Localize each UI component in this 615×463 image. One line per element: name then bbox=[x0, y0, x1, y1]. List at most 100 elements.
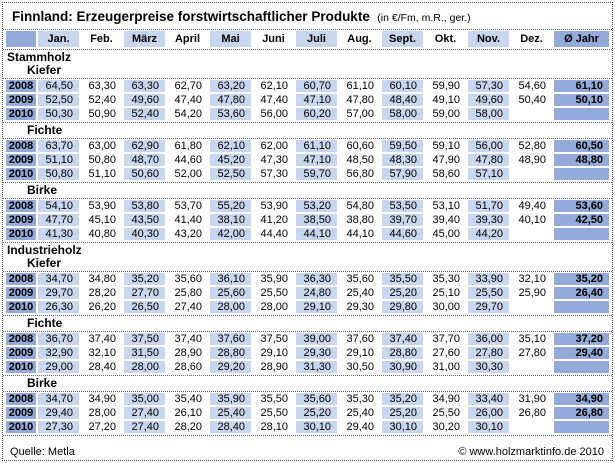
species-label-kiefer: Kiefer bbox=[27, 256, 62, 270]
value-cell: 31,00 bbox=[432, 361, 460, 373]
avg-cell bbox=[554, 108, 609, 120]
value-cell bbox=[511, 228, 552, 240]
year-cell: 2009 bbox=[6, 214, 36, 226]
header-cell-month: April bbox=[174, 33, 201, 45]
value-cell: 28,80 bbox=[382, 347, 423, 359]
dotted-divider bbox=[3, 331, 612, 332]
value-cell: 28,60 bbox=[174, 361, 202, 373]
value-cell: 25,50 bbox=[468, 287, 509, 299]
value-cell: 50,80 bbox=[88, 154, 116, 166]
dotted-divider bbox=[3, 375, 612, 376]
value-cell: 57,10 bbox=[468, 168, 509, 180]
value-cell bbox=[511, 108, 552, 120]
value-cell: 45,00 bbox=[432, 228, 460, 240]
value-cell: 28,90 bbox=[174, 347, 202, 359]
value-cell bbox=[511, 301, 552, 313]
value-cell: 58,00 bbox=[382, 108, 423, 120]
value-cell: 53,80 bbox=[124, 200, 165, 212]
dotted-divider bbox=[3, 198, 612, 199]
value-cell: 43,20 bbox=[174, 228, 202, 240]
value-cell: 54,20 bbox=[174, 108, 202, 120]
value-cell: 52,80 bbox=[518, 140, 546, 152]
dotted-divider bbox=[3, 29, 612, 30]
value-cell: 32,10 bbox=[88, 347, 116, 359]
dotted-divider bbox=[3, 242, 612, 243]
year-cell: 2008 bbox=[6, 273, 36, 285]
value-cell: 47,30 bbox=[260, 154, 288, 166]
header-cell-month: Sept. bbox=[382, 31, 423, 47]
value-cell: 27,30 bbox=[38, 421, 79, 433]
value-cell: 53,60 bbox=[210, 108, 251, 120]
species-label-birke: Birke bbox=[27, 376, 58, 390]
value-cell: 36,00 bbox=[468, 333, 509, 345]
value-cell: 48,50 bbox=[346, 154, 374, 166]
value-cell: 63,30 bbox=[124, 80, 165, 92]
value-cell: 48,70 bbox=[124, 154, 165, 166]
value-cell: 64,50 bbox=[38, 80, 79, 92]
value-cell: 30,00 bbox=[432, 301, 460, 313]
header-cell-month: Juli bbox=[296, 31, 337, 47]
value-cell: 29,40 bbox=[346, 421, 374, 433]
value-cell: 47,40 bbox=[174, 94, 202, 106]
value-cell: 28,40 bbox=[88, 361, 116, 373]
year-cell: 2008 bbox=[6, 200, 36, 212]
table-row: 2010 26,30 26,20 26,50 27,40 28,00 28,00 29,10 2… bbox=[3, 301, 612, 313]
value-cell: 63,30 bbox=[88, 80, 116, 92]
year-cell: 2010 bbox=[6, 421, 36, 433]
value-cell: 35,60 bbox=[296, 393, 337, 405]
value-cell: 30,90 bbox=[382, 361, 423, 373]
value-cell: 61,10 bbox=[296, 140, 337, 152]
year-cell: 2009 bbox=[6, 287, 36, 299]
value-cell: 36,70 bbox=[38, 333, 79, 345]
value-cell: 44,60 bbox=[382, 228, 423, 240]
value-cell: 38,50 bbox=[296, 214, 337, 226]
value-cell: 41,30 bbox=[38, 228, 79, 240]
value-cell: 35,50 bbox=[260, 393, 288, 405]
value-cell: 25,20 bbox=[382, 287, 423, 299]
dotted-divider bbox=[3, 315, 612, 316]
value-cell: 37,50 bbox=[124, 333, 165, 345]
value-cell: 48,30 bbox=[382, 154, 423, 166]
value-cell: 49,40 bbox=[518, 200, 546, 212]
table-row: 2009 47,70 45,10 43,50 41,40 38,10 41,20 38,50 3… bbox=[3, 214, 612, 226]
value-cell: 30,10 bbox=[468, 421, 509, 433]
value-cell: 57,90 bbox=[382, 168, 423, 180]
value-cell: 50,80 bbox=[38, 168, 79, 180]
value-cell bbox=[511, 361, 552, 373]
avg-cell bbox=[554, 168, 609, 180]
value-cell: 50,90 bbox=[88, 108, 116, 120]
value-cell: 27,40 bbox=[124, 407, 165, 419]
value-cell: 47,10 bbox=[296, 154, 337, 166]
value-cell: 29,30 bbox=[346, 301, 374, 313]
value-cell: 47,40 bbox=[260, 94, 288, 106]
value-cell: 61,10 bbox=[346, 80, 374, 92]
value-cell: 35,30 bbox=[432, 273, 460, 285]
table-row: 2009 29,70 28,20 27,70 25,80 25,60 25,50 24,80 2… bbox=[3, 287, 612, 299]
table-footer: Quelle: Metla © www.holzmarktinfo.de 201… bbox=[3, 444, 612, 460]
value-cell: 47,10 bbox=[296, 94, 337, 106]
value-cell: 39,30 bbox=[468, 214, 509, 226]
value-cell: 62,10 bbox=[260, 80, 288, 92]
value-cell: 55,20 bbox=[210, 200, 251, 212]
value-cell: 34,70 bbox=[38, 393, 79, 405]
header-cell-month: Dez. bbox=[520, 33, 543, 45]
value-cell: 63,20 bbox=[210, 80, 251, 92]
value-cell: 28,00 bbox=[210, 301, 251, 313]
title-bar: Finnland: Erzeugerpreise forstwirtschaft… bbox=[3, 3, 612, 28]
value-cell: 25,50 bbox=[260, 287, 288, 299]
value-cell: 49,60 bbox=[468, 94, 509, 106]
value-cell: 37,60 bbox=[210, 333, 251, 345]
value-cell: 35,60 bbox=[174, 273, 202, 285]
value-cell: 29,10 bbox=[346, 347, 374, 359]
value-cell: 25,80 bbox=[174, 287, 202, 299]
dotted-divider bbox=[3, 271, 612, 272]
value-cell: 60,10 bbox=[382, 80, 423, 92]
value-cell: 54,10 bbox=[38, 200, 79, 212]
value-cell: 62,00 bbox=[260, 140, 288, 152]
avg-cell: 34,90 bbox=[554, 393, 609, 405]
avg-cell: 60,50 bbox=[554, 140, 609, 152]
value-cell: 48,90 bbox=[518, 154, 546, 166]
avg-cell: 42,50 bbox=[554, 214, 609, 226]
value-cell: 29,70 bbox=[468, 301, 509, 313]
section-label-stammholz: Stammholz bbox=[7, 50, 72, 64]
